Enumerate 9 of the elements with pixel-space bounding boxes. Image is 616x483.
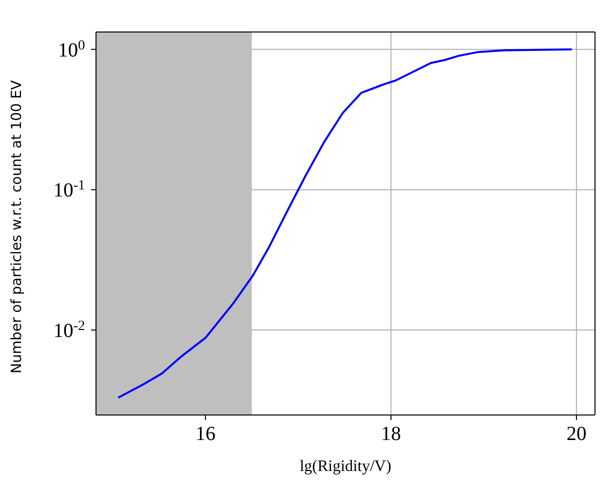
y-tick-label: 10$^{0}$ [58,38,85,62]
x-tick-label: 16 [195,423,216,445]
y-tick-label: 10$^{-2}$ [53,318,85,342]
x-tick-label: 20 [566,423,586,445]
y-tick-label: 10$^{-1}$ [53,178,85,202]
x-axis-title: lg(Rigidity/V) [300,458,392,475]
x-tick-label: 18 [380,423,401,445]
line-series [117,48,573,399]
y-axis-title: Number of particles w.r.t. count at 100 EV [8,80,25,374]
